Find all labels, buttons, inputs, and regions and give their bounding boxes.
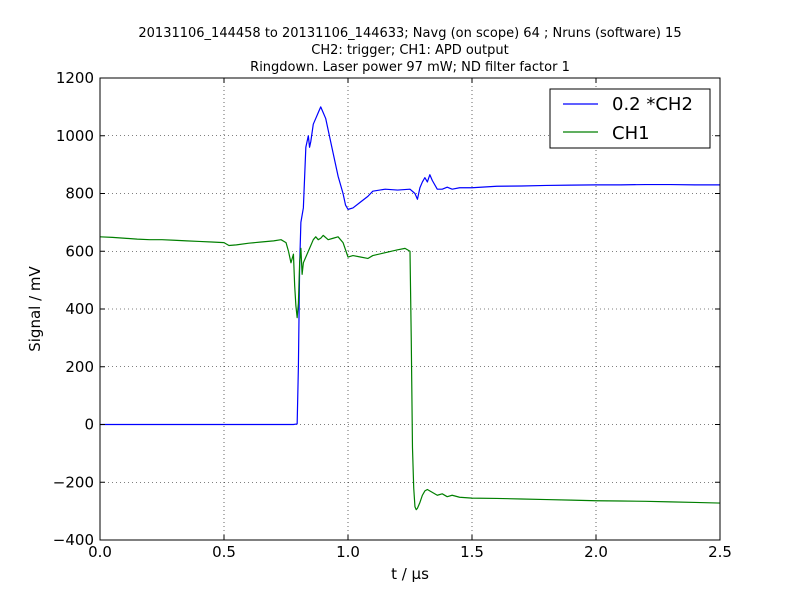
y-tick-label: 600 [65, 242, 94, 260]
y-tick-label: −200 [53, 473, 94, 491]
legend-label-ch1: CH1 [612, 123, 650, 144]
x-tick-label: 2.5 [708, 543, 732, 561]
y-tick-label: 1000 [56, 127, 94, 145]
axis-ticks [99, 77, 721, 541]
series-line-ch1 [99, 234, 721, 511]
y-tick-label: 800 [65, 185, 94, 203]
y-tick-label: 0 [84, 416, 94, 434]
title-line-3: Ringdown. Laser power 97 mW; ND filter f… [250, 60, 570, 75]
title-line-1: 20131106_144458 to 20131106_144633; Navg… [138, 26, 681, 41]
x-tick-label: 1.5 [460, 543, 484, 561]
x-tick-label: 1.0 [336, 543, 360, 561]
legend: 0.2 *CH2 CH1 [549, 88, 711, 149]
y-axis-label: Signal / mV [26, 265, 44, 351]
y-tick-labels: −400 −200 0 200 400 600 800 1000 1200 [53, 69, 94, 549]
series-line-ch2 [100, 106, 720, 426]
y-tick-label: 200 [65, 358, 94, 376]
y-tick-label: 1200 [56, 69, 94, 87]
x-tick-label: 2.0 [584, 543, 608, 561]
x-tick-label: 0.5 [212, 543, 236, 561]
x-tick-label: 0.0 [88, 543, 112, 561]
plot-area [99, 106, 721, 511]
title-line-2: CH2: trigger; CH1: APD output [311, 43, 508, 58]
x-tick-labels: 0.0 0.5 1.0 1.5 2.0 2.5 [88, 543, 732, 561]
y-tick-label: 400 [65, 300, 94, 318]
legend-label-ch2: 0.2 *CH2 [612, 94, 693, 115]
x-axis-label: t / μs [391, 565, 429, 583]
y-tick-label: −400 [53, 531, 94, 549]
chart-title: 20131106_144458 to 20131106_144633; Navg… [138, 26, 681, 75]
legend-box [549, 88, 711, 149]
